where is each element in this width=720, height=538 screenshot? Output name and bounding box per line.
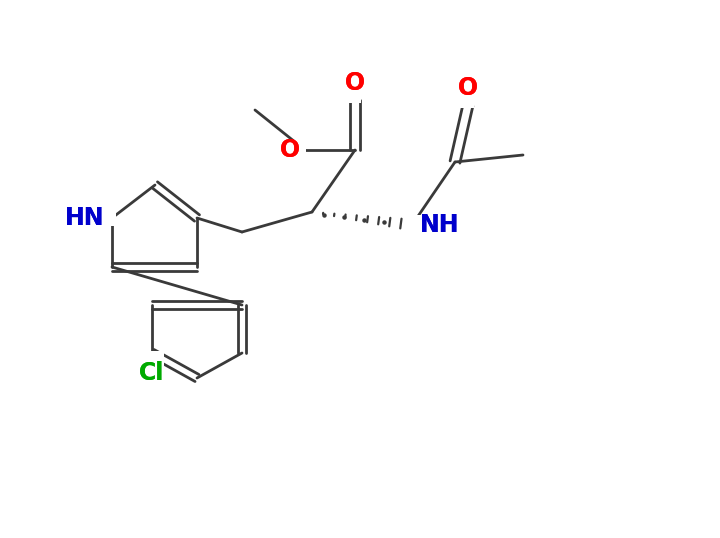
Text: NH: NH — [420, 213, 459, 237]
Text: HN: HN — [65, 206, 104, 230]
Text: O: O — [280, 138, 300, 162]
Text: O: O — [345, 71, 365, 95]
Text: NH: NH — [420, 213, 459, 237]
Text: O: O — [458, 76, 478, 100]
FancyBboxPatch shape — [88, 208, 116, 226]
Text: O: O — [458, 76, 478, 100]
Text: Cl: Cl — [139, 361, 165, 385]
Text: O: O — [280, 138, 300, 162]
FancyBboxPatch shape — [290, 140, 306, 158]
FancyBboxPatch shape — [458, 90, 474, 108]
FancyBboxPatch shape — [345, 85, 361, 103]
Text: Cl: Cl — [139, 361, 165, 385]
Text: O: O — [345, 71, 365, 95]
FancyBboxPatch shape — [404, 215, 432, 233]
FancyBboxPatch shape — [136, 351, 164, 369]
Text: HN: HN — [65, 206, 104, 230]
